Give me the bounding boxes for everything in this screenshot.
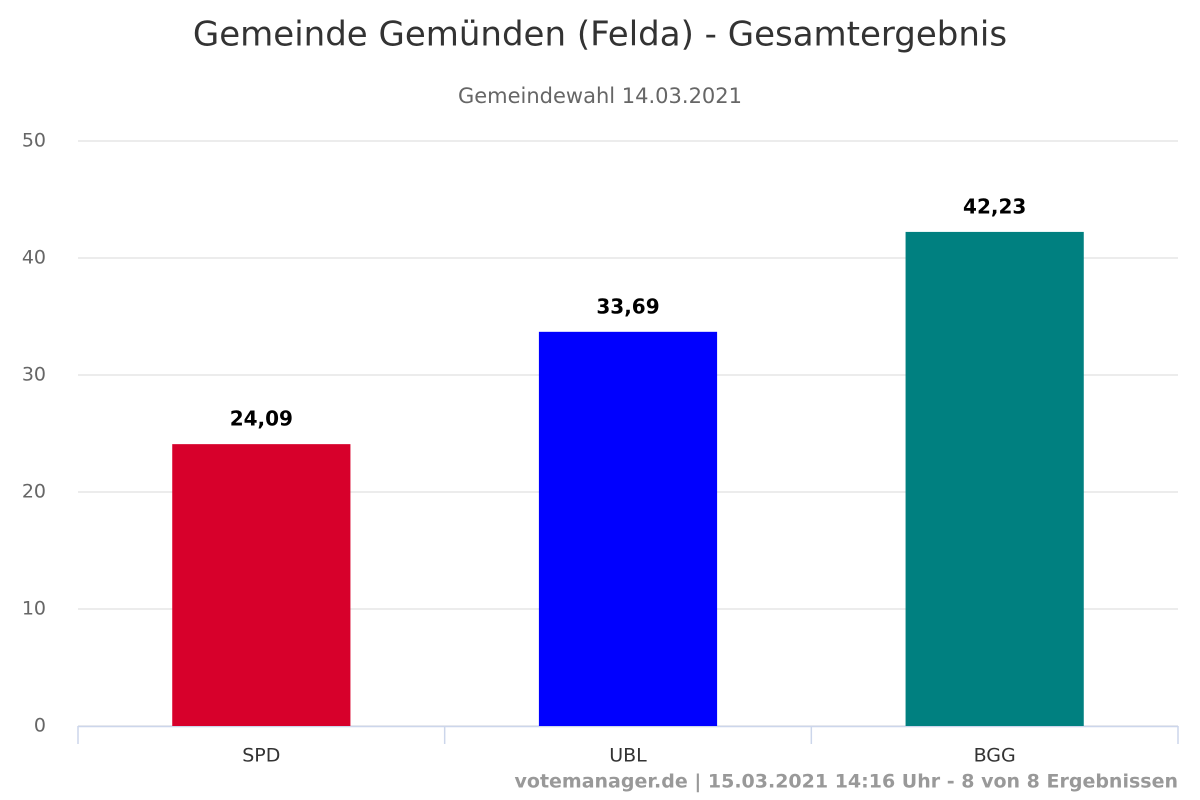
credits: votemanager.de | 15.03.2021 14:16 Uhr - … — [515, 771, 1179, 793]
y-tick-label: 20 — [22, 481, 46, 503]
y-tick-label: 10 — [22, 598, 46, 620]
data-label: 33,69 — [596, 294, 659, 318]
chart-title: Gemeinde Gemünden (Felda) - Gesamtergebn… — [193, 15, 1007, 55]
bar — [538, 331, 718, 726]
chart-subtitle: Gemeindewahl 14.03.2021 — [458, 84, 742, 108]
x-tick-label: SPD — [242, 745, 280, 767]
y-tick-label: 50 — [22, 130, 46, 152]
bar — [905, 231, 1084, 726]
data-label: 24,09 — [230, 407, 293, 431]
y-tick-label: 0 — [34, 715, 46, 737]
y-tick-label: 40 — [22, 247, 46, 269]
x-tick-label: UBL — [609, 745, 647, 767]
data-label: 42,23 — [963, 194, 1026, 218]
x-tick-label: BGG — [974, 745, 1016, 767]
y-tick-label: 30 — [22, 364, 46, 386]
bar — [172, 444, 351, 726]
